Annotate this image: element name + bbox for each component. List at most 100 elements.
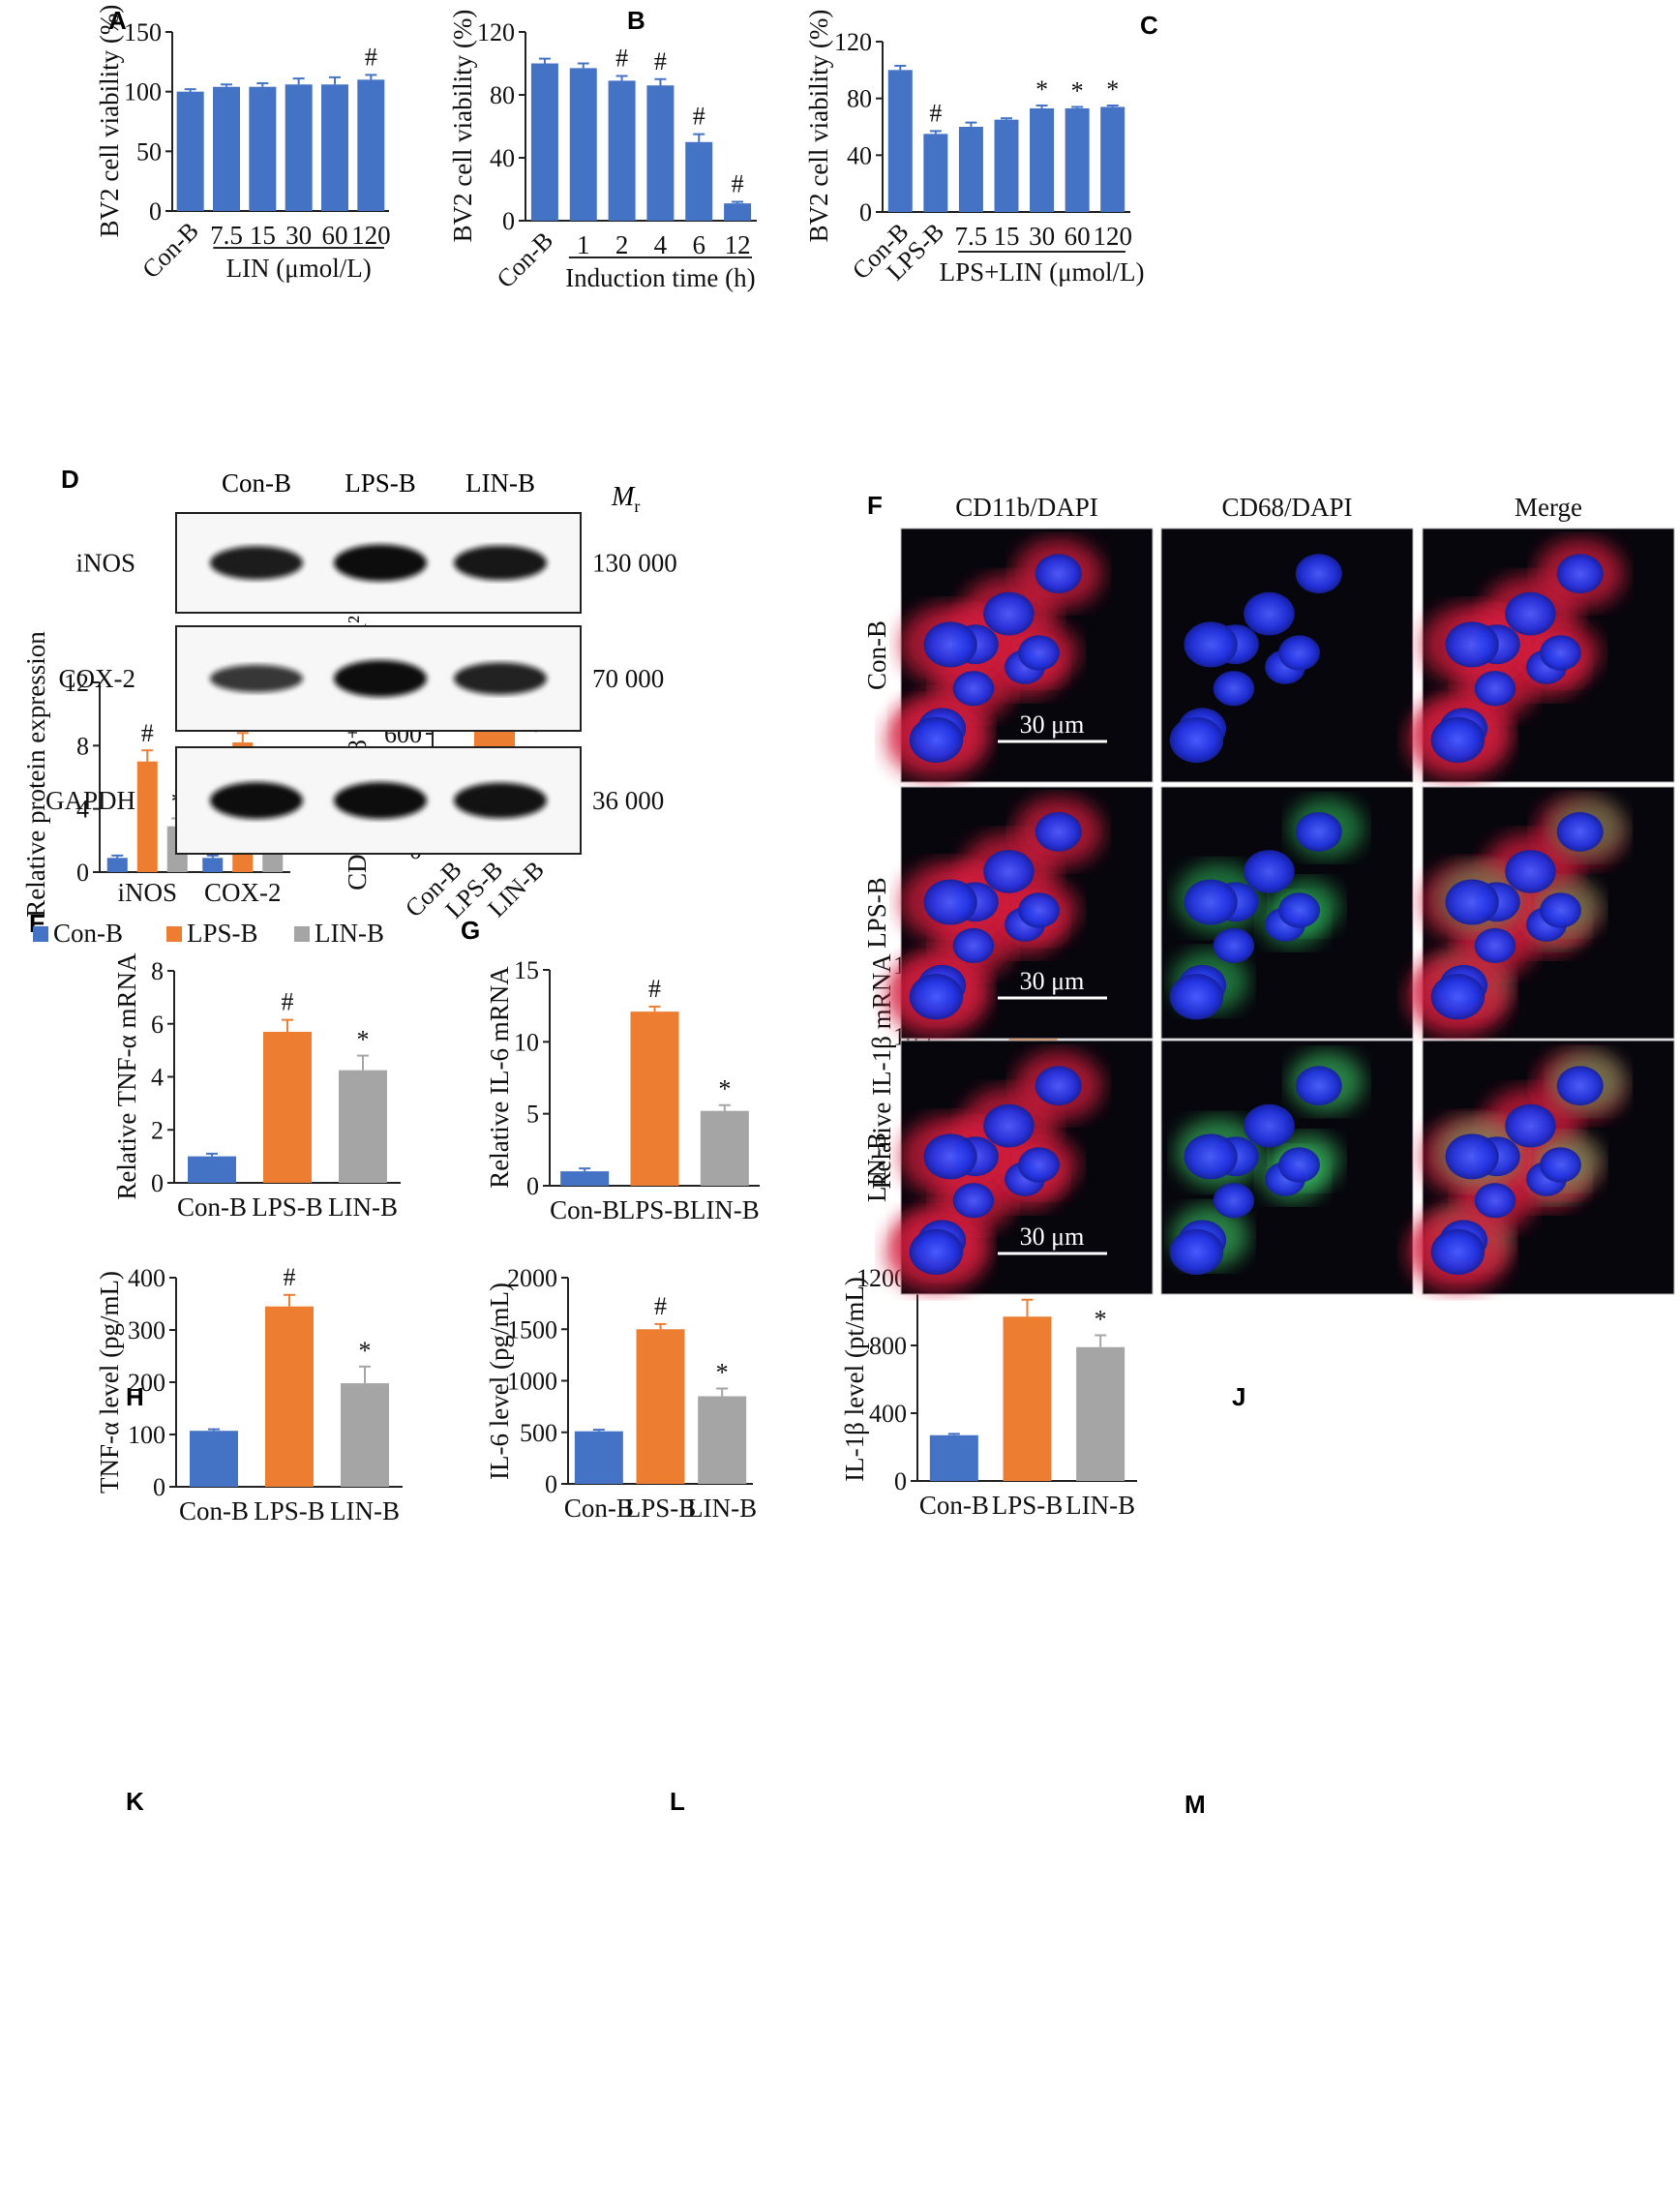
nucleus: [952, 927, 995, 964]
bar: [700, 1110, 749, 1186]
nucleus: [1445, 1133, 1499, 1180]
bar: [724, 203, 752, 221]
nucleus: [1295, 1066, 1342, 1106]
bar: [106, 858, 128, 872]
y-tick-label: 40: [847, 141, 872, 169]
panel-letter-h: H: [126, 1382, 144, 1411]
y-tick-label: 12: [64, 669, 89, 697]
nucleus: [1474, 927, 1516, 964]
bar: [887, 70, 913, 212]
bar: [608, 80, 636, 221]
y-tick-label: 120: [834, 28, 872, 56]
significance-mark: *: [359, 1337, 372, 1365]
bar: [569, 68, 597, 221]
nucleus: [1540, 635, 1581, 671]
x-tick-label: iNOS: [117, 878, 177, 907]
blot-band: [454, 782, 547, 819]
bar: [339, 1070, 387, 1183]
x-tick-label: 15: [994, 222, 1020, 251]
y-axis-label: BV2 cell viability (%): [95, 5, 124, 238]
blot-band: [454, 662, 547, 695]
bar: [265, 1306, 314, 1487]
panel-letter-d: D: [61, 465, 79, 494]
scale-bar-label: 30 μm: [1020, 1223, 1085, 1251]
y-axis-label: Relative protein expression: [21, 631, 50, 918]
bar: [213, 86, 240, 211]
y-tick-label: 300: [128, 1316, 165, 1344]
significance-mark: #: [282, 988, 294, 1016]
nucleus: [1244, 591, 1295, 636]
significance-mark: *: [1106, 75, 1119, 104]
x-tick-label: LIN-B: [330, 1496, 400, 1525]
y-axis-label: BV2 cell viability (%): [804, 10, 833, 243]
panel-letter-g: G: [461, 916, 480, 945]
blot-band: [334, 782, 427, 819]
x-tick-label: LPS-B: [619, 1195, 691, 1224]
y-tick-label: 2: [151, 1116, 164, 1144]
scale-bar-label: 30 μm: [1020, 710, 1085, 739]
bar: [188, 1156, 236, 1183]
mr-label: Mr: [611, 482, 640, 516]
x-tick-label: 1: [577, 230, 590, 259]
y-tick-label: 0: [149, 197, 162, 226]
bar: [636, 1329, 685, 1484]
legend-label: LIN-B: [315, 919, 384, 948]
nucleus: [1540, 892, 1581, 928]
nucleus: [909, 1228, 964, 1276]
x-tick-label: LIN-B: [1065, 1491, 1135, 1520]
nucleus: [1184, 1133, 1238, 1180]
blot-column-label: Con-B: [222, 468, 291, 498]
significance-mark: #: [615, 45, 628, 73]
bar: [574, 1431, 623, 1484]
bar: [1030, 107, 1055, 212]
panel-letter-j: J: [1232, 1382, 1245, 1411]
nucleus: [1556, 554, 1604, 594]
bar: [923, 134, 948, 212]
x-tick-label: Con-B: [136, 217, 204, 285]
nucleus: [1278, 635, 1320, 671]
significance-mark: #: [693, 103, 705, 131]
group-label: Induction time (h): [565, 263, 755, 292]
y-tick-label: 50: [136, 137, 162, 166]
y-tick-label: 120: [477, 18, 515, 46]
nucleus: [923, 621, 977, 668]
y-tick-label: 2000: [507, 1264, 557, 1292]
nucleus: [1169, 1228, 1224, 1276]
significance-mark: *: [716, 1358, 729, 1386]
y-tick-label: 0: [76, 859, 89, 887]
nucleus: [1430, 974, 1485, 1020]
blot-band: [210, 546, 303, 580]
y-tick-label: 4: [151, 1064, 164, 1092]
bar: [190, 1431, 238, 1487]
x-tick-label: 2: [615, 230, 629, 259]
x-tick-label: COX-2: [204, 878, 282, 907]
y-tick-label: 0: [894, 1467, 907, 1495]
blot-protein-label: COX-2: [59, 664, 136, 693]
legend-swatch: [166, 926, 182, 942]
x-tick-label: Con-B: [564, 1494, 634, 1523]
significance-mark: #: [654, 47, 667, 75]
panel-letter-c: C: [1140, 11, 1158, 40]
y-tick-label: 80: [847, 85, 872, 113]
panel-letter-b: B: [627, 6, 645, 35]
bar: [698, 1396, 747, 1484]
nucleus: [1169, 974, 1224, 1020]
bar: [263, 1031, 312, 1183]
nucleus: [1184, 879, 1238, 925]
x-tick-label: LIN-B: [328, 1193, 398, 1222]
y-tick-label: 400: [869, 1400, 907, 1428]
x-tick-label: LPS-B: [992, 1491, 1064, 1520]
nucleus: [923, 1133, 977, 1180]
bar: [357, 79, 385, 211]
y-tick-label: 5: [526, 1101, 539, 1129]
panel-letter-f: F: [867, 491, 883, 520]
bar: [321, 84, 348, 212]
nucleus: [1213, 927, 1255, 964]
nucleus: [983, 850, 1035, 893]
blot-protein-label: iNOS: [75, 549, 135, 578]
